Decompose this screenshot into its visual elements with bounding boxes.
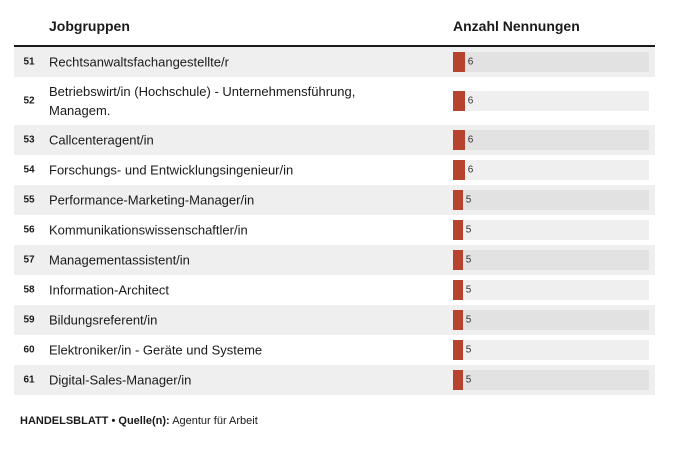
bar-track: 5 <box>453 340 649 360</box>
row-rank: 54 <box>23 164 35 176</box>
row-job-label: Performance-Marketing-Manager/in <box>49 192 255 208</box>
table-row: 51 Rechtsanwaltsfachangestellte/r 6 <box>14 47 655 77</box>
bar-value-label: 6 <box>467 134 474 146</box>
table-row: 57 Managementassistent/in 5 <box>14 245 655 275</box>
bar-mark <box>453 370 463 390</box>
row-rank: 59 <box>23 314 35 326</box>
bar-value-label: 5 <box>465 194 472 206</box>
column-header-anzahl: Anzahl Nennungen <box>453 18 580 34</box>
row-rank: 53 <box>23 134 35 146</box>
table-row: 59 Bildungsreferent/in 5 <box>14 305 655 335</box>
bar-mark <box>453 250 463 270</box>
bar-value-label: 5 <box>465 314 472 326</box>
source-label: Quelle(n): <box>118 415 170 427</box>
row-job-label: Managementassistent/in <box>49 252 190 268</box>
table-row: 58 Information-Architect 5 <box>14 275 655 305</box>
bar-track: 6 <box>453 52 649 72</box>
bar-mark <box>453 52 465 72</box>
table-row: 56 Kommunikationswissenschaftler/in 5 <box>14 215 655 245</box>
brand-label: HANDELSBLATT <box>20 415 109 427</box>
row-job-label: Digital-Sales-Manager/in <box>49 372 192 388</box>
table-row: 52 Betriebswirt/in (Hochschule) - Unterne… <box>14 77 655 125</box>
row-rank: 61 <box>23 374 35 386</box>
bar-value-label: 5 <box>465 284 472 296</box>
table-body: 51 Rechtsanwaltsfachangestellte/r 6 52 Betri… <box>14 47 655 395</box>
bar-track: 5 <box>453 190 649 210</box>
table-row: 53 Callcenteragent/in 6 <box>14 125 655 155</box>
bar-value-label: 6 <box>467 56 474 68</box>
table-row: 60 Elektroniker/in - Geräte und Systeme 5 <box>14 335 655 365</box>
row-rank: 55 <box>23 194 35 206</box>
bar-track: 5 <box>453 310 649 330</box>
footer-separator: • <box>111 415 116 427</box>
row-rank: 56 <box>23 224 35 236</box>
row-job-label: Bildungsreferent/in <box>49 312 158 328</box>
row-rank: 57 <box>23 254 35 266</box>
bar-mark <box>453 310 463 330</box>
row-job-label: Rechtsanwaltsfachangestellte/r <box>49 54 229 70</box>
bar-value-label: 5 <box>465 254 472 266</box>
row-job-label: Callcenteragent/in <box>49 132 154 148</box>
source-value: Agentur für Arbeit <box>172 415 258 427</box>
bar-mark <box>453 91 465 111</box>
column-header-jobgruppen: Jobgruppen <box>49 18 130 34</box>
row-rank: 60 <box>23 344 35 356</box>
bar-value-label: 6 <box>467 95 474 107</box>
table-row: 55 Performance-Marketing-Manager/in 5 <box>14 185 655 215</box>
row-job-label: Forschungs- und Entwicklungsingenieur/in <box>49 162 294 178</box>
bar-mark <box>453 190 463 210</box>
bar-value-label: 5 <box>465 344 472 356</box>
source-footer: HANDELSBLATT • Quelle(n): Agentur für Ar… <box>20 415 258 427</box>
ranking-table: Jobgruppen Anzahl Nennungen 51 Rechtsanwa… <box>14 12 655 395</box>
row-job-label: Elektroniker/in - Geräte und Systeme <box>49 342 263 358</box>
bar-track: 6 <box>453 160 649 180</box>
row-job-label: Betriebswirt/in (Hochschule) - Unternehm… <box>49 84 356 118</box>
bar-track: 5 <box>453 220 649 240</box>
table-header: Jobgruppen Anzahl Nennungen <box>14 12 655 47</box>
bar-track: 5 <box>453 250 649 270</box>
bar-mark <box>453 340 463 360</box>
bar-mark <box>453 280 463 300</box>
bar-track: 5 <box>453 370 649 390</box>
bar-track: 5 <box>453 280 649 300</box>
bar-mark <box>453 160 465 180</box>
bar-value-label: 5 <box>465 374 472 386</box>
table-row: 54 Forschungs- und Entwicklungsingenieur/… <box>14 155 655 185</box>
row-rank: 58 <box>23 284 35 296</box>
bar-mark <box>453 220 463 240</box>
bar-value-label: 5 <box>465 224 472 236</box>
bar-track: 6 <box>453 91 649 111</box>
bar-track: 6 <box>453 130 649 150</box>
row-rank: 51 <box>23 56 35 68</box>
bar-value-label: 6 <box>467 164 474 176</box>
bar-mark <box>453 130 465 150</box>
row-job-label: Kommunikationswissenschaftler/in <box>49 222 248 238</box>
row-rank: 52 <box>23 95 35 107</box>
table-row: 61 Digital-Sales-Manager/in 5 <box>14 365 655 395</box>
row-job-label: Information-Architect <box>49 282 169 298</box>
